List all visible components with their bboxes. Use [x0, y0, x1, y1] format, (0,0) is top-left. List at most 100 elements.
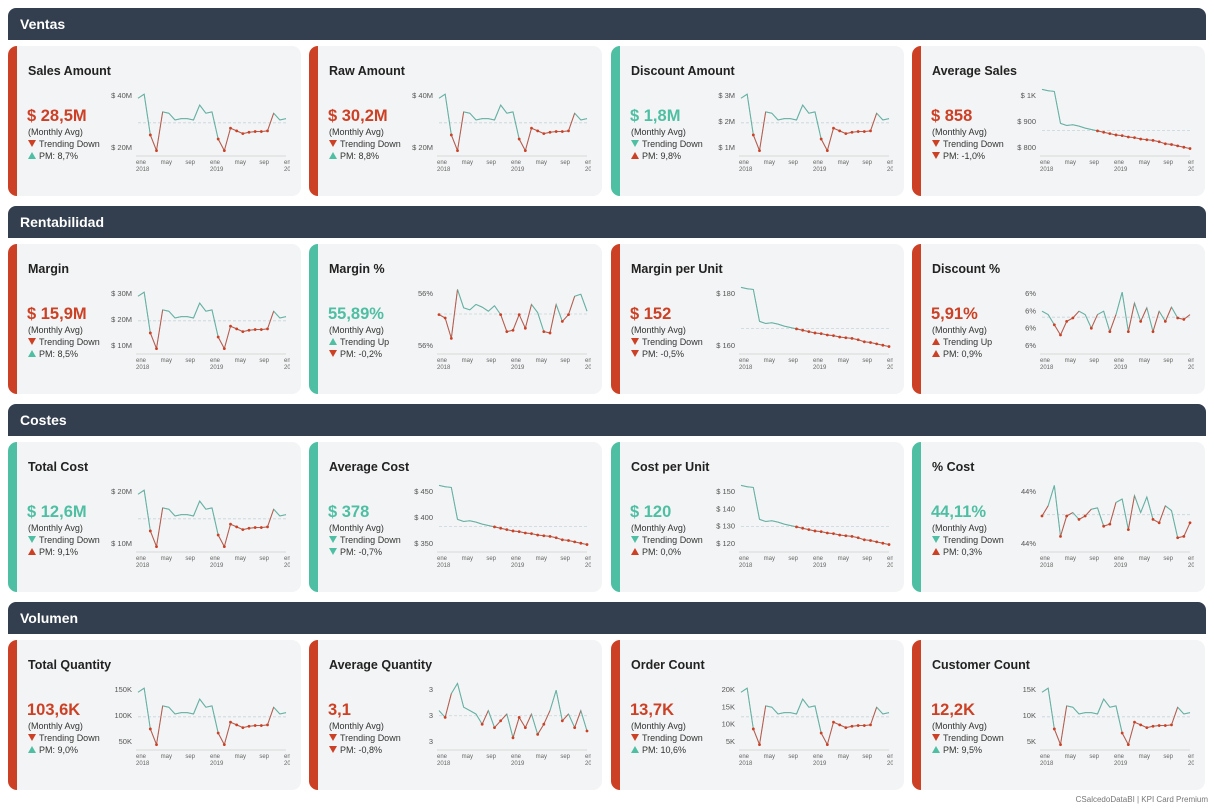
kpi-subtitle: (Monthly Avg)	[631, 721, 686, 731]
series-segment	[438, 710, 446, 718]
series-segment	[1041, 310, 1049, 316]
kpi-card[interactable]: Average Sales $ 858 (Monthly Avg) Trending …	[912, 46, 1205, 196]
kpi-card[interactable]: Total Cost $ 12,6M (Monthly Avg) Trending D…	[8, 442, 301, 592]
series-segment	[174, 316, 182, 319]
kpi-card[interactable]: Discount % 5,91% (Monthly Avg) Trending Up P…	[912, 244, 1205, 394]
x-tick-label: ene	[813, 754, 824, 760]
series-segment	[450, 683, 458, 694]
x-tick-label: ene	[585, 556, 591, 562]
data-point	[1188, 147, 1192, 150]
data-point	[1151, 724, 1155, 728]
series-segment	[137, 687, 145, 693]
trend-label: Trending Down	[642, 337, 703, 347]
series-segment	[481, 710, 489, 725]
x-tick-label: ene	[813, 358, 824, 364]
series-segment	[1127, 495, 1135, 530]
data-point	[807, 528, 811, 531]
x-tick-label: 2019	[813, 761, 827, 767]
data-point	[253, 724, 257, 727]
series-segment	[555, 304, 563, 322]
kpi-card[interactable]: Raw Amount $ 30,2M (Monthly Avg) Trending D…	[309, 46, 602, 196]
kpi-card[interactable]: Margin $ 15,9M (Monthly Avg) Trending Down P…	[8, 244, 301, 394]
pm-up-icon	[631, 746, 639, 753]
x-tick-label: ene	[511, 754, 522, 760]
kpi-card[interactable]: Order Count 13,7K (Monthly Avg) Trending Do…	[611, 640, 904, 790]
pm-indicator: PM: 9,5%	[932, 745, 982, 755]
pm-down-icon	[329, 746, 337, 753]
x-tick-label: ene	[739, 160, 750, 166]
series-segment	[1047, 314, 1055, 326]
series-segment	[796, 104, 804, 121]
data-point	[751, 133, 755, 137]
series-segment	[450, 289, 458, 339]
trend-indicator: Trending Up	[932, 337, 992, 347]
series-segment	[808, 705, 816, 708]
kpi-card[interactable]: Average Cost $ 378 (Monthly Avg) Trending D…	[309, 442, 602, 592]
kpi-card[interactable]: Customer Count 12,2K (Monthly Avg) Trending…	[912, 640, 1205, 790]
kpi-card[interactable]: Total Quantity 103,6K (Monthly Avg) Trendin…	[8, 640, 301, 790]
data-point	[1182, 535, 1186, 538]
kpi-card[interactable]: Sales Amount $ 28,5M (Monthly Avg) Trending…	[8, 46, 301, 196]
series-segment	[279, 712, 287, 715]
kpi-subtitle: (Monthly Avg)	[329, 721, 384, 731]
x-tick-label: 2019	[1114, 563, 1128, 569]
series-segment	[168, 508, 176, 517]
status-bar	[8, 640, 17, 790]
trend-label: Trending Down	[39, 733, 100, 743]
data-point	[1145, 726, 1149, 729]
data-point	[887, 543, 891, 546]
data-point	[499, 313, 503, 316]
data-point	[1151, 139, 1155, 142]
pm-label: PM: 0,0%	[642, 547, 682, 557]
series-segment	[174, 118, 182, 121]
data-point	[1096, 129, 1099, 133]
x-tick-label: sep	[1163, 358, 1173, 364]
series-segment	[469, 710, 477, 715]
data-point	[511, 529, 515, 533]
series-segment	[740, 286, 748, 290]
pm-down-icon	[631, 350, 639, 357]
series-segment	[193, 500, 201, 517]
kpi-card[interactable]: Margin % 55,89% (Monthly Avg) Trending Up PM…	[309, 244, 602, 394]
data-point	[511, 736, 515, 740]
series-segment	[279, 514, 287, 517]
pm-up-icon	[932, 746, 940, 753]
x-tick-label: 2020	[585, 761, 591, 767]
x-tick-label: may	[161, 160, 172, 166]
sparkline-chart: $ 40M$ 20Mene2018maysepene2019maysepene2…	[111, 91, 290, 173]
kpi-card[interactable]: Margin per Unit $ 152 (Monthly Avg) Trendin…	[611, 244, 904, 394]
data-point	[155, 149, 158, 152]
data-point	[1133, 720, 1136, 724]
x-tick-label: sep	[560, 160, 570, 166]
data-point	[235, 723, 239, 727]
kpi-value: $ 152	[630, 305, 672, 323]
kpi-card[interactable]: % Cost 44,11% (Monthly Avg) Trending Down PM…	[912, 442, 1205, 592]
kpi-card[interactable]: Average Quantity 3,1 (Monthly Avg) Trending…	[309, 640, 602, 790]
kpi-card[interactable]: Cost per Unit $ 120 (Monthly Avg) Trending …	[611, 442, 904, 592]
pm-label: PM: 9,1%	[39, 547, 79, 557]
y-tick-label: 15K	[1023, 685, 1036, 694]
kpi-title: Cost per Unit	[631, 460, 710, 474]
kpi-value: $ 15,9M	[27, 305, 87, 323]
data-point	[567, 129, 570, 133]
data-point	[1102, 524, 1106, 528]
series-segment	[747, 288, 754, 290]
kpi-card[interactable]: Discount Amount $ 1,8M (Monthly Avg) Trendi…	[611, 46, 904, 196]
series-segment	[1158, 310, 1166, 322]
trend-indicator: Trending Down	[631, 139, 703, 149]
data-point	[247, 130, 251, 134]
data-point	[1126, 330, 1130, 333]
series-segment	[469, 304, 477, 311]
series-segment	[500, 104, 508, 114]
series-segment	[759, 705, 767, 745]
trend-indicator: Trending Down	[28, 535, 100, 545]
x-tick-label: 2019	[511, 365, 525, 371]
data-point	[542, 722, 546, 726]
data-point	[517, 530, 521, 534]
x-tick-label: may	[235, 160, 246, 166]
y-tick-label: 15K	[722, 702, 735, 711]
y-tick-label: 100K	[114, 711, 132, 720]
data-point	[1052, 727, 1056, 731]
series-segment	[1115, 498, 1123, 503]
data-point	[1052, 323, 1056, 327]
